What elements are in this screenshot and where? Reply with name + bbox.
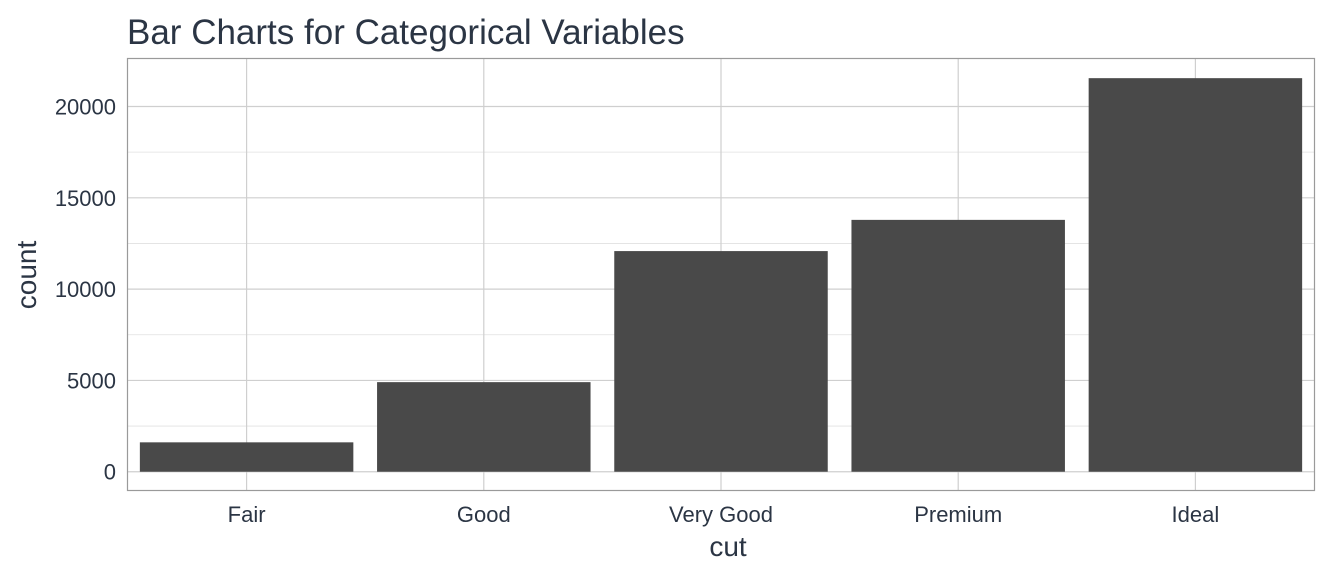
chart-title: Bar Charts for Categorical Variables — [127, 13, 685, 52]
x-tick-label: Good — [457, 502, 511, 527]
bar-ideal — [1088, 78, 1303, 472]
y-axis-title: count — [11, 241, 42, 310]
x-tick-label: Ideal — [1172, 502, 1220, 527]
bar-good — [377, 382, 591, 472]
bar-premium — [851, 219, 1065, 472]
y-tick-label: 5000 — [67, 368, 116, 393]
bar-very-good — [614, 251, 828, 472]
y-tick-label: 15000 — [55, 186, 116, 211]
y-tick-label: 0 — [104, 460, 116, 485]
panel-border — [126, 57, 1316, 492]
x-tick-label: Fair — [228, 502, 266, 527]
x-tick-label: Premium — [914, 502, 1002, 527]
x-tick-labels: Fair Good Very Good Premium Ideal — [228, 502, 1220, 527]
bars — [139, 78, 1303, 472]
y-tick-label: 10000 — [55, 277, 116, 302]
x-tick-label: Very Good — [669, 502, 773, 527]
y-tick-label: 20000 — [55, 94, 116, 119]
y-tick-labels: 0 5000 10000 15000 20000 — [55, 94, 116, 484]
bar-fair — [139, 442, 354, 472]
x-axis-title: cut — [709, 531, 747, 562]
